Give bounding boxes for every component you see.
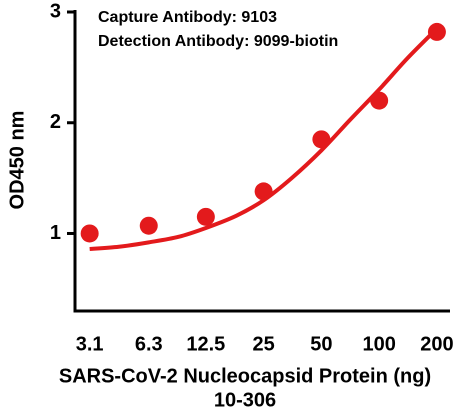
data-point [427,22,446,41]
annotation: Detection Antibody: 9099-biotin [98,33,338,50]
data-point [196,207,215,226]
x-tick-label: 100 [362,333,395,355]
x-tick-label: 200 [420,333,453,355]
x-tick-label: 6.3 [135,333,163,355]
x-tick-label: 12.5 [186,333,225,355]
y-tick-label: 2 [50,111,61,133]
x-axis-label: 10-306 [214,389,276,411]
y-axis-label: OD450 nm [6,111,28,210]
data-point [139,216,158,235]
y-tick-label: 1 [50,222,61,244]
x-tick-label: 50 [310,333,332,355]
y-tick-label: 3 [50,0,61,22]
data-point [80,224,99,243]
x-tick-label: 25 [252,333,274,355]
fit-curve [89,27,439,251]
x-tick-label: 3.1 [76,333,104,355]
x-axis-label: SARS-CoV-2 Nucleocapsid Protein (ng) [59,365,431,387]
annotation: Capture Antibody: 9103 [98,9,277,26]
